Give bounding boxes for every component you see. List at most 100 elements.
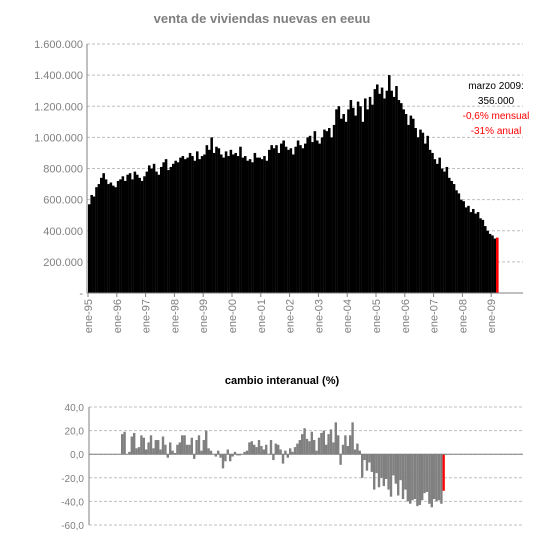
bottom-bar	[437, 454, 441, 501]
top-bar	[440, 168, 444, 293]
top-bar	[359, 106, 362, 293]
bottom-bar	[351, 422, 354, 455]
bottom-bar	[435, 454, 438, 502]
top-bar	[450, 180, 453, 293]
top-y-tick-label: 800.000	[43, 164, 83, 176]
top-bar	[191, 156, 194, 293]
top-bar	[320, 137, 324, 294]
bottom-bar	[157, 440, 160, 455]
top-bar	[239, 146, 242, 293]
bottom-bar	[135, 448, 138, 455]
bottom-bar	[128, 451, 131, 455]
top-bar	[419, 129, 422, 293]
bottom-bar	[413, 454, 417, 500]
bottom-bar	[137, 447, 141, 455]
top-bar	[107, 184, 110, 293]
top-bar	[150, 168, 153, 293]
bottom-bar	[164, 444, 167, 455]
top-bar	[299, 145, 302, 293]
top-bar	[167, 170, 170, 293]
top-bar	[172, 163, 175, 293]
bottom-bar	[176, 444, 179, 455]
top-bar	[294, 146, 297, 293]
top-bar	[258, 157, 261, 293]
top-bar	[284, 146, 288, 293]
top-bar	[340, 118, 343, 293]
bottom-bar	[195, 440, 198, 455]
bottom-bar	[142, 437, 145, 455]
bottom-bar	[123, 431, 126, 455]
top-bar	[109, 182, 113, 293]
bottom-bar	[356, 443, 359, 455]
top-bar	[337, 106, 341, 293]
bottom-bar	[339, 454, 342, 465]
top-bar	[431, 152, 434, 293]
top-bar	[313, 131, 317, 293]
top-bar	[227, 156, 230, 293]
top-bar	[496, 237, 499, 293]
bottom-chart-title: cambio interanual (%)	[225, 375, 340, 387]
bottom-bar	[152, 448, 155, 455]
top-bar	[200, 156, 204, 293]
bottom-bar	[365, 454, 369, 471]
top-bar	[179, 157, 182, 293]
bottom-bar	[433, 454, 436, 500]
bottom-bar	[428, 454, 431, 504]
bottom-y-tick-label: -60,0	[61, 521, 84, 532]
top-x-tick-label: ene-02	[285, 299, 297, 333]
top-bar	[160, 166, 163, 293]
top-bar	[376, 84, 379, 294]
bottom-bar	[229, 454, 232, 462]
top-bar	[426, 135, 429, 293]
bottom-bar	[166, 454, 169, 458]
top-bar	[114, 187, 117, 293]
bottom-bar	[133, 432, 136, 455]
top-bar	[289, 148, 293, 293]
top-bar	[241, 157, 245, 293]
top-bar	[148, 165, 151, 293]
top-bar	[133, 171, 137, 293]
top-bar	[390, 90, 393, 293]
top-y-tick-label: 1.000.000	[34, 132, 83, 144]
top-bar	[188, 152, 192, 293]
top-bar	[268, 149, 271, 293]
top-bar	[248, 159, 252, 293]
top-bar	[356, 101, 360, 293]
top-bar	[121, 176, 125, 293]
top-bar	[205, 145, 209, 293]
bottom-y-tick-label: -20,0	[61, 474, 84, 485]
bottom-bar	[296, 443, 299, 455]
bottom-bar	[375, 454, 378, 474]
bottom-bar	[421, 454, 424, 501]
top-bar	[124, 180, 127, 293]
bottom-bar	[205, 430, 208, 455]
top-bar	[260, 159, 264, 293]
bottom-bar	[389, 454, 393, 497]
top-bar	[244, 156, 247, 293]
top-bar	[378, 93, 381, 293]
top-bar	[138, 177, 141, 293]
top-bar	[342, 114, 345, 293]
bottom-bar	[284, 450, 287, 455]
top-bar	[404, 114, 408, 293]
top-bar	[280, 143, 283, 293]
bottom-bar	[337, 435, 340, 455]
top-bar	[275, 145, 278, 293]
top-bar	[145, 171, 149, 293]
bottom-bar	[305, 438, 309, 455]
bottom-bar	[140, 435, 143, 455]
bottom-bar	[392, 454, 395, 476]
bottom-bar	[401, 454, 405, 500]
top-bar	[472, 208, 475, 293]
top-bar	[234, 152, 237, 293]
bottom-bar	[416, 454, 419, 507]
top-x-tick-label: ene-96	[112, 299, 124, 333]
top-bar	[287, 149, 290, 293]
bottom-bar	[226, 449, 229, 455]
bottom-bar	[147, 442, 150, 455]
top-bar	[215, 146, 218, 293]
bottom-bar	[329, 429, 333, 455]
top-y-tick-label: 200.000	[43, 257, 83, 269]
top-bar	[208, 149, 211, 293]
bottom-bar	[154, 440, 157, 455]
